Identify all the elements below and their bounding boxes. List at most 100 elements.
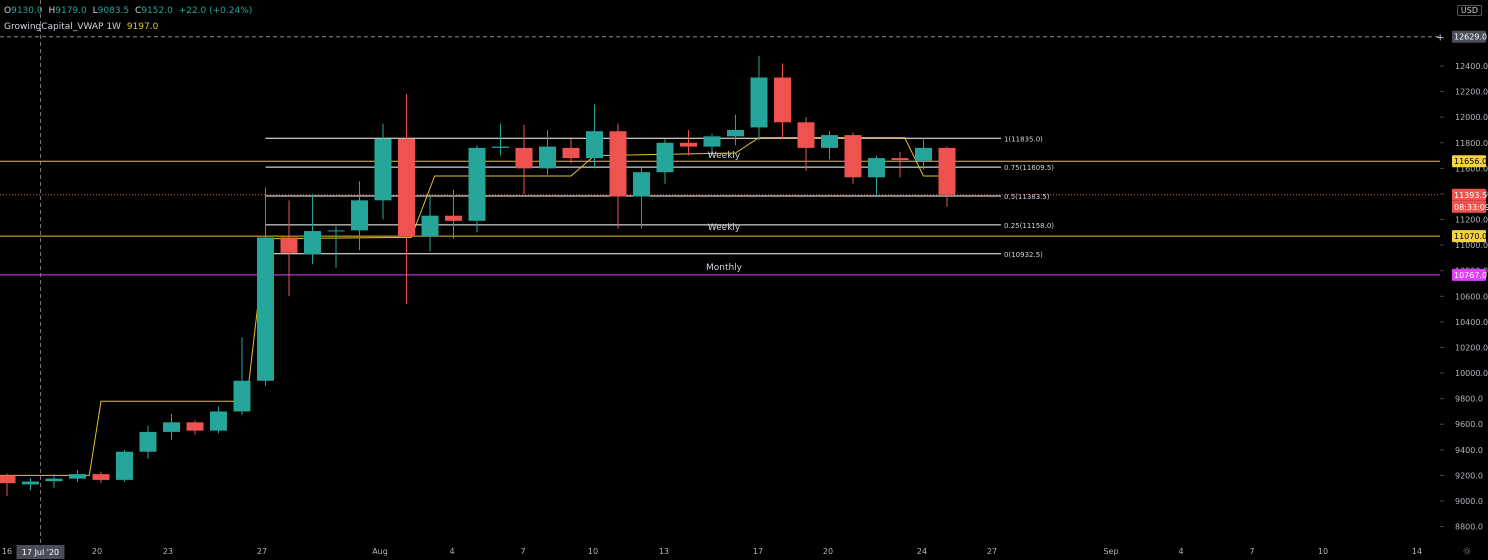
low-label: L	[92, 6, 98, 16]
candle-body[interactable]	[891, 158, 909, 161]
price-tick-label: 12000.0	[1455, 113, 1488, 122]
price-tick-label: 10600.0	[1455, 292, 1488, 301]
candle-body[interactable]	[257, 237, 274, 381]
candle-body[interactable]	[539, 146, 556, 169]
candle-body[interactable]	[915, 147, 932, 161]
candle-body[interactable]	[280, 237, 298, 253]
candle-body[interactable]	[774, 77, 791, 123]
candle-body[interactable]	[468, 147, 486, 221]
candle-body[interactable]	[703, 136, 721, 147]
close-value: 9152.0	[141, 6, 173, 16]
price-tick-label: 10400.0	[1455, 318, 1488, 327]
candle-body[interactable]	[750, 77, 768, 128]
level-price-tag-weekly-bg	[1452, 230, 1486, 243]
level-label-weekly: Weekly	[708, 223, 741, 233]
candle-body[interactable]	[92, 474, 110, 480]
indicator-legend[interactable]: GrowingCapital_VWAP 1W 9197.0	[4, 22, 161, 32]
fib-level-label: 1(11835.0)	[1004, 135, 1043, 143]
candle-body[interactable]	[139, 431, 157, 452]
candle-body[interactable]	[844, 135, 862, 178]
candle-body[interactable]	[562, 147, 580, 159]
candle-body[interactable]	[680, 142, 697, 147]
low-value: 9083.5	[97, 6, 130, 16]
time-tick-label: Sep	[1103, 547, 1118, 556]
time-tick-label: 7	[520, 547, 525, 556]
time-tick-label: 10	[1318, 547, 1328, 556]
time-tick-label: 16	[2, 547, 12, 556]
price-tick-label: 11200.0	[1455, 216, 1488, 225]
candle-body[interactable]	[22, 481, 39, 485]
price-tick-label: 11000.0	[1455, 241, 1488, 250]
vwap-line	[0, 137, 952, 476]
candle-body[interactable]	[633, 172, 650, 197]
open-label: O	[4, 6, 12, 16]
level-price-tag-monthly-bg	[1452, 268, 1486, 281]
indicator-name: GrowingCapital_VWAP 1W	[4, 22, 121, 32]
candle-body[interactable]	[304, 231, 321, 255]
price-tick-label: 10200.0	[1455, 343, 1488, 352]
crosshair-date-bg	[16, 545, 65, 559]
candle-body[interactable]	[868, 158, 885, 178]
candle-body[interactable]	[0, 475, 16, 484]
candle-body[interactable]	[445, 215, 462, 221]
candle-body[interactable]	[797, 122, 815, 148]
fib-level-label: 0.25(11158.0)	[1004, 222, 1054, 230]
time-tick-label: 7	[1249, 547, 1254, 556]
candle-body[interactable]	[492, 146, 509, 148]
price-tick-label: 9000.0	[1455, 497, 1483, 506]
level-price-tag-weekly: 11656.0	[1454, 157, 1487, 166]
candle-body[interactable]	[421, 215, 439, 237]
add-alert-icon[interactable]: +	[1436, 33, 1444, 44]
time-tick-label: 27	[987, 547, 997, 556]
price-tick-label: 9200.0	[1455, 471, 1483, 480]
crosshair-date-label: 17 Jul '20	[22, 548, 59, 557]
candle-body[interactable]	[210, 411, 227, 431]
candle-body[interactable]	[116, 451, 133, 480]
candle-body[interactable]	[821, 135, 838, 148]
candle-body[interactable]	[233, 380, 251, 412]
time-tick-label: 23	[163, 547, 173, 556]
candle-body[interactable]	[186, 422, 204, 431]
candle-body[interactable]	[609, 131, 627, 197]
candle-body[interactable]	[45, 478, 63, 482]
current-price-tag: 11393.5	[1454, 191, 1487, 200]
time-tick-label: 14	[1412, 547, 1422, 556]
fib-level-label: 0.75(11609.5)	[1004, 164, 1054, 172]
candle-body[interactable]	[938, 147, 956, 195]
level-price-tag-weekly: 11070.0	[1454, 232, 1487, 241]
candle-body[interactable]	[327, 230, 345, 232]
crosshair-price-tag-bg	[1452, 30, 1486, 43]
level-label-monthly: Monthly	[706, 263, 743, 273]
time-tick-label: 4	[1178, 547, 1183, 556]
price-tick-label: 12400.0	[1455, 62, 1488, 71]
time-tick-label: 10	[588, 547, 598, 556]
price-tick-label: 9400.0	[1455, 446, 1483, 455]
time-tick-label: 4	[449, 547, 454, 556]
level-price-tag-weekly-bg	[1452, 155, 1486, 168]
candle-body[interactable]	[69, 474, 86, 479]
level-label-weekly: Weekly	[708, 151, 741, 161]
settings-gear-icon[interactable]: ☼	[1462, 545, 1472, 558]
candle-body[interactable]	[374, 138, 392, 201]
price-tick-label: 9800.0	[1455, 395, 1483, 404]
candle-body[interactable]	[656, 142, 674, 173]
countdown-label: 08:33:09	[1454, 203, 1488, 212]
candle-body[interactable]	[351, 200, 368, 231]
candle-body[interactable]	[586, 131, 603, 159]
candle-body[interactable]	[398, 138, 415, 237]
ohlc-legend: O9130.0 H9179.0 L9083.5 C9152.0 +22.0 (+…	[4, 6, 255, 16]
price-tick-label: 11600.0	[1455, 164, 1488, 173]
candle-body[interactable]	[163, 422, 180, 432]
price-tick-label: 8800.0	[1455, 523, 1483, 532]
time-tick-label: 24	[917, 547, 927, 556]
candle-body[interactable]	[727, 129, 744, 137]
level-price-tag-monthly: 10767.0	[1454, 271, 1487, 280]
candle-body[interactable]	[515, 147, 533, 169]
crosshair-price-tag: 12629.0	[1454, 33, 1487, 42]
current-price-tag-bg	[1452, 188, 1486, 201]
currency-button[interactable]: USD	[1456, 5, 1482, 16]
indicator-value: 9197.0	[126, 22, 159, 32]
price-tick-label: 10000.0	[1455, 369, 1488, 378]
price-tick-label: 9600.0	[1455, 420, 1483, 429]
